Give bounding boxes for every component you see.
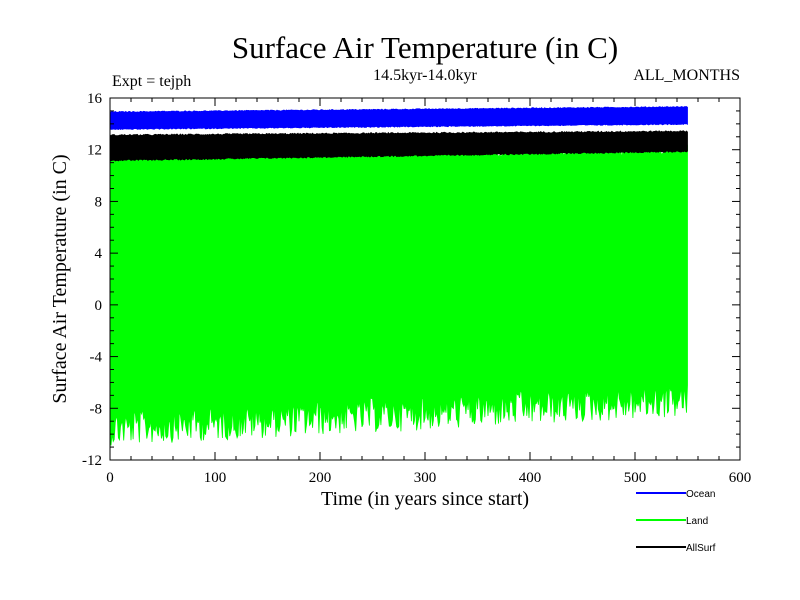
legend-label-ocean: Ocean — [686, 489, 715, 500]
chart-title: Surface Air Temperature (in C) — [232, 30, 618, 65]
legend: Ocean Land AllSurf — [636, 489, 716, 554]
x-tick-label: 500 — [624, 470, 647, 486]
x-tick-label: 200 — [309, 470, 332, 486]
y-axis-label: Surface Air Temperature (in C) — [49, 154, 71, 403]
legend-label-land: Land — [686, 516, 708, 527]
x-tick-label: 300 — [414, 470, 437, 486]
series-allsurf — [110, 130, 688, 162]
x-axis-label: Time (in years since start) — [321, 488, 529, 510]
series-ocean — [110, 106, 688, 130]
x-tick-label: 600 — [729, 470, 752, 486]
months-label: ALL_MONTHS — [633, 67, 740, 84]
x-tick-label: 0 — [106, 470, 114, 486]
y-tick-label: -12 — [82, 453, 102, 469]
y-tick-label: 0 — [95, 298, 103, 314]
expt-label: Expt = tejph — [112, 73, 191, 90]
x-tick-label: 400 — [519, 470, 542, 486]
x-tick-label: 100 — [204, 470, 227, 486]
y-tick-label: -4 — [90, 350, 103, 366]
y-tick-label: 12 — [87, 143, 102, 159]
chart-subtitle: 14.5kyr-14.0kyr — [373, 67, 477, 84]
y-tick-label: 8 — [95, 194, 103, 210]
y-tick-label: 4 — [95, 246, 103, 262]
legend-label-allsurf: AllSurf — [686, 543, 716, 554]
axes: 0 100 200 300 400 500 600 -12 -8 -4 0 4 8 12 16 — [82, 91, 751, 486]
y-tick-label: -8 — [90, 401, 103, 417]
series-land — [110, 138, 688, 446]
y-tick-label: 16 — [87, 91, 103, 107]
plot-series — [110, 106, 688, 446]
